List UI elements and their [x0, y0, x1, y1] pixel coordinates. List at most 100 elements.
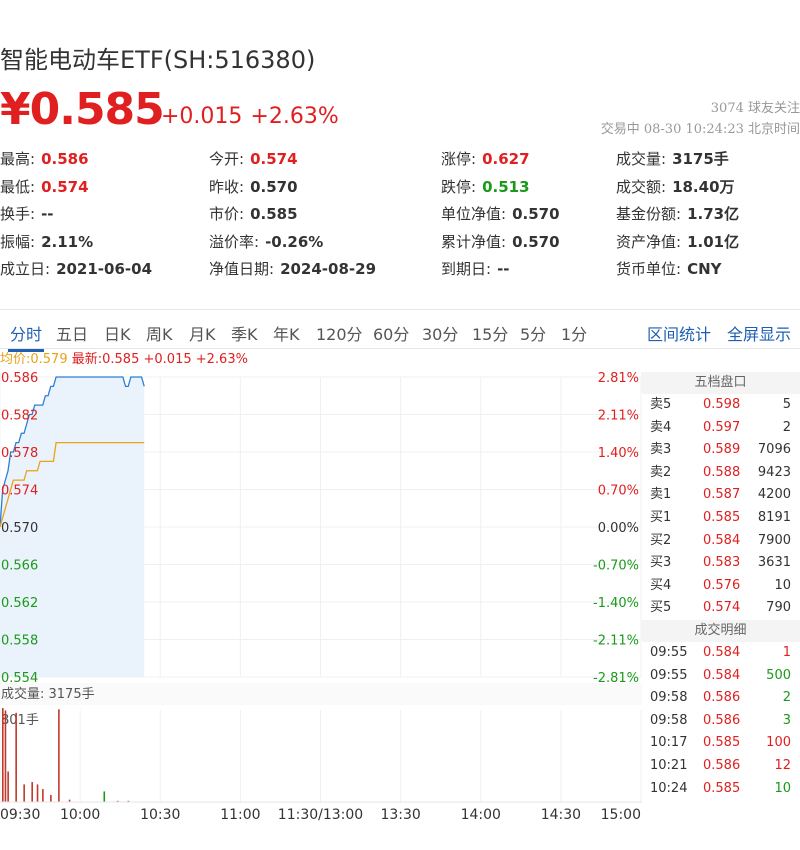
row-label: 10:17 [650, 735, 688, 751]
stat-item: 资产净值: 1.01亿 [616, 231, 739, 252]
price-area [0, 377, 145, 677]
row-price: 0.597 [703, 419, 741, 435]
current-price: ¥0.585 [0, 84, 165, 135]
volume-bar [50, 794, 52, 802]
stat-label: 市价: [209, 205, 245, 223]
stat-label: 成交量: [616, 150, 667, 168]
fullscreen-link[interactable]: 全屏显示 [727, 325, 792, 344]
trade-row[interactable]: 10:17 0.585 100 [641, 732, 800, 755]
row-label: 卖5 [650, 397, 672, 412]
stat-value: -0.26% [265, 232, 324, 251]
volume-bar [2, 708, 4, 802]
trade-row[interactable]: 10:21 0.586 12 [641, 755, 800, 778]
chart-legend: 均价:0.579 最新:0.585 +0.015 +2.63% [0, 348, 248, 367]
y-tick-label-left: 0.586 [1, 371, 38, 386]
ask-row[interactable]: 卖4 0.597 2 [641, 417, 800, 440]
stat-label: 最高: [0, 150, 36, 168]
stat-value: 2.11% [41, 232, 94, 251]
bid-row[interactable]: 买1 0.585 8191 [641, 507, 800, 530]
stat-item: 今开: 0.574 [209, 148, 298, 169]
bid-row[interactable]: 买4 0.576 10 [641, 575, 800, 598]
bid-row[interactable]: 买3 0.583 3631 [641, 552, 800, 575]
row-qty: 9423 [757, 464, 791, 480]
row-label: 10:24 [650, 780, 688, 796]
trade-row[interactable]: 09:58 0.586 2 [641, 687, 800, 710]
stat-value: -- [41, 205, 54, 223]
row-label: 买5 [650, 600, 672, 616]
tab-period[interactable]: 日K [104, 325, 131, 344]
row-qty: 7900 [757, 532, 791, 548]
row-price: 0.585 [703, 509, 741, 525]
ask-row[interactable]: 卖3 0.589 7096 [641, 439, 800, 462]
order-book-title: 五档盘口 [641, 372, 800, 394]
tab-period[interactable]: 年K [273, 325, 300, 344]
stat-value: 0.570 [250, 177, 298, 196]
volume-bar [31, 782, 33, 802]
volume-bar [15, 712, 17, 802]
tab-period[interactable]: 120分 [316, 325, 363, 344]
intraday-chart[interactable]: 0.586 0.582 0.578 0.574 0.570 0.566 0.562 0.558… [0, 365, 642, 830]
volume-bar [36, 784, 39, 802]
trade-row[interactable]: 09:58 0.586 3 [641, 710, 800, 733]
stat-value: 2021-06-04 [56, 260, 153, 278]
tab-period[interactable]: 5分 [520, 325, 547, 344]
row-price: 0.598 [703, 397, 741, 412]
ask-row[interactable]: 卖2 0.588 9423 [641, 462, 800, 485]
trades-title: 成交明细 [641, 619, 800, 642]
ask-row[interactable]: 卖5 0.598 5 [641, 394, 800, 417]
stat-item: 净值日期: 2024-08-29 [209, 258, 376, 279]
price-line [0, 376, 145, 528]
row-price: 0.586 [703, 712, 741, 728]
volume-bar [4, 710, 7, 802]
tab-intraday[interactable]: 分时 [7, 321, 45, 352]
tab-period[interactable]: 15分 [472, 325, 509, 344]
trade-row[interactable]: 10:24 0.585 10 [641, 778, 800, 801]
stat-item: 昨收: 0.570 [209, 176, 298, 197]
bid-row[interactable]: 买5 0.574 790 [641, 597, 800, 620]
row-price: 0.585 [703, 780, 741, 796]
trade-row[interactable]: 09:55 0.584 1 [641, 642, 800, 665]
stat-value: 1.73亿 [687, 205, 740, 223]
stat-label: 到期日: [441, 260, 492, 278]
stat-item: 振幅: 2.11% [0, 231, 93, 252]
stat-value: 0.513 [482, 177, 530, 196]
trade-row[interactable]: 09:55 0.584 500 [641, 665, 800, 688]
row-label: 卖1 [650, 487, 672, 503]
y-tick-label-right: 2.11% [598, 409, 639, 424]
row-price: 0.586 [703, 757, 741, 773]
stat-label: 成交额: [616, 177, 667, 196]
tab-period[interactable]: 周K [146, 325, 173, 344]
y-tick-label-left: 0.578 [1, 446, 38, 461]
tab-period[interactable]: 1分 [561, 325, 588, 344]
ask-list: 卖5 0.598 5 卖4 0.597 2 卖3 0.589 7096 卖2 0.588 9423 卖1… [641, 394, 800, 507]
stat-item: 单位净值: 0.570 [441, 203, 560, 224]
price-change-value: +0.015 [161, 104, 243, 129]
followers-count[interactable]: 3074 球友关注 [710, 101, 800, 116]
row-qty: 12 [774, 757, 791, 773]
stat-label: 涨停: [441, 150, 477, 168]
row-qty: 2 [782, 690, 791, 706]
price-change-pct: +2.63% [250, 104, 339, 129]
stat-value: 0.574 [250, 150, 298, 168]
y-tick-label-right: -2.81% [593, 671, 639, 686]
volume-max-label: 801手 [1, 713, 39, 728]
row-label: 09:55 [650, 644, 688, 660]
ask-row[interactable]: 卖1 0.587 4200 [641, 484, 800, 507]
row-price: 0.584 [703, 667, 741, 683]
range-stats-link[interactable]: 区间统计 [647, 325, 712, 344]
bid-row[interactable]: 买2 0.584 7900 [641, 530, 800, 553]
y-tick-label-left: 0.582 [1, 409, 38, 424]
legend-pct: +2.63% [195, 352, 248, 367]
tab-period[interactable]: 30分 [422, 325, 459, 344]
tab-period[interactable]: 五日 [56, 325, 89, 344]
stat-value: 0.585 [250, 205, 298, 223]
tab-period[interactable]: 60分 [373, 325, 410, 344]
stat-value: 3175手 [672, 150, 729, 168]
row-price: 0.584 [703, 532, 741, 548]
x-tick-label: 14:30 [541, 807, 581, 823]
tab-period[interactable]: 月K [189, 325, 216, 344]
chart-tabs: 区间统计 全屏显示 分时 五日 日K 周K 月K 季K 年K 120分 60分 30分 15分 5分 1… [0, 309, 800, 352]
volume-header-bg [0, 683, 642, 705]
price-change: +0.015 +2.63% [161, 104, 347, 129]
tab-period[interactable]: 季K [231, 325, 258, 344]
